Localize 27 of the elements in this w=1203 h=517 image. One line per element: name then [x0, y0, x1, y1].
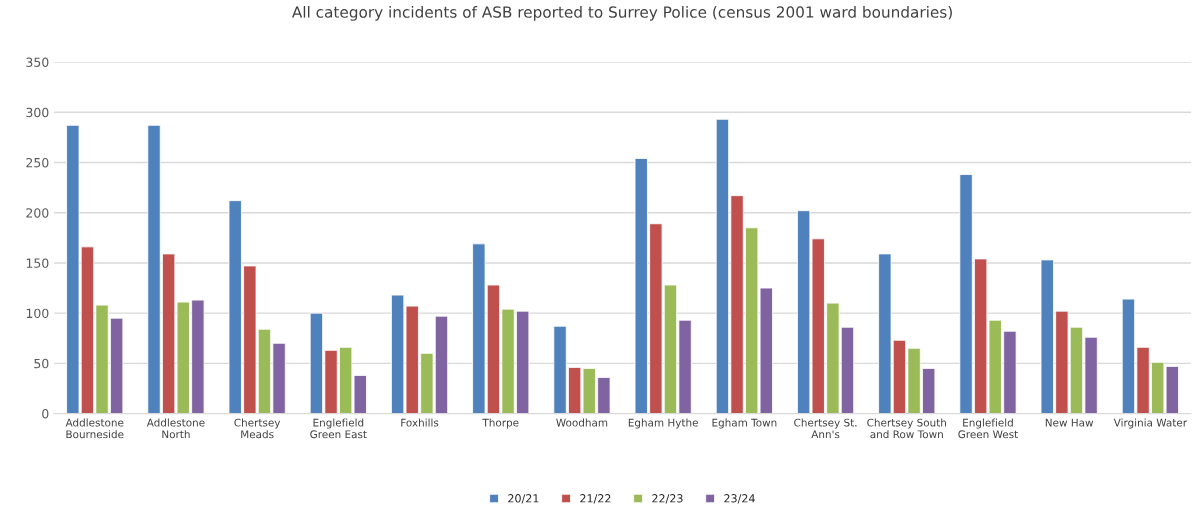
- x-tick-label: Woodham: [556, 418, 608, 427]
- legend-label: 21/22: [580, 494, 611, 504]
- y-tick-label: 50: [34, 358, 49, 369]
- x-tick-label: Englefield Green West: [958, 418, 1018, 439]
- y-tick-label: 100: [26, 308, 49, 319]
- x-tick-label: Chertsey South and Row Town: [867, 418, 946, 439]
- x-tick-label: Englefield Green East: [310, 418, 367, 439]
- y-tick-label: 150: [26, 258, 49, 268]
- x-tick-label: Egham Hythe: [628, 418, 698, 429]
- x-tick-label: Addlestone North: [146, 418, 205, 439]
- chart-title: All category incidents of ASB reported to Surrey Police (census 2001 ward boundaries): [291, 5, 952, 21]
- y-tick-label: 250: [26, 157, 49, 168]
- y-tick-label: 0: [42, 409, 49, 419]
- x-tick-label: Chertsey St. Ann's: [794, 418, 857, 439]
- y-tick-label: 350: [26, 57, 49, 67]
- legend-label: 20/21: [508, 494, 539, 504]
- y-tick-label: 300: [26, 107, 49, 118]
- x-tick-label: New Haw: [1045, 418, 1094, 427]
- x-tick-label: Addlestone Bourneside: [65, 418, 124, 439]
- x-tick-label: Virginia Water: [1113, 418, 1188, 429]
- x-tick-label: Chertsey Meads: [234, 418, 281, 439]
- legend-label: 22/23: [652, 494, 683, 504]
- x-tick-label: Egham Town: [712, 418, 777, 429]
- y-tick-label: 200: [26, 208, 49, 218]
- legend-label: 23/24: [724, 494, 755, 504]
- x-tick-label: Foxhills: [401, 418, 439, 427]
- x-tick-label: Thorpe: [482, 418, 519, 429]
